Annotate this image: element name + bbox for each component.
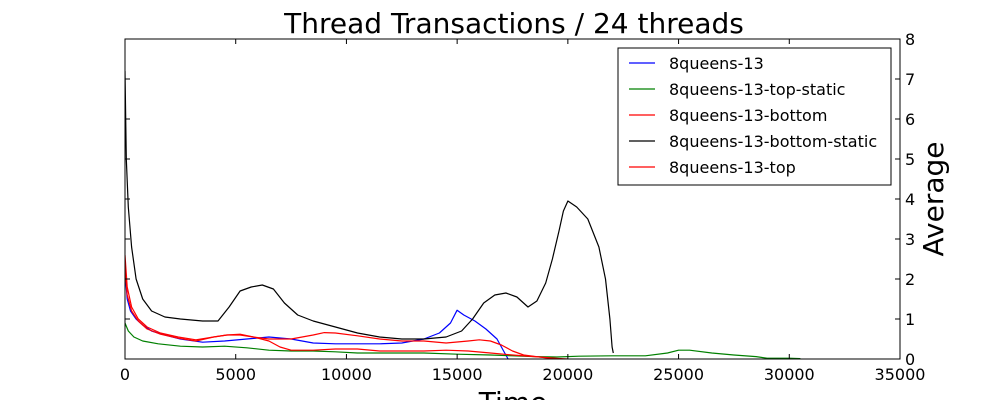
legend-label-0: 8queens-13: [669, 54, 764, 73]
x-tick-label: 0: [120, 365, 130, 384]
series-layer: [125, 70, 801, 359]
x-axis: 0 5000 10000 15000 20000 25000 30000 35000: [120, 39, 926, 384]
legend-label-4: 8queens-13-top: [669, 158, 796, 177]
y-tick-label: 4: [905, 190, 915, 209]
x-tick-label: 20000: [542, 365, 593, 384]
y-tick-label: 6: [905, 110, 915, 129]
y-tick-label: 8: [905, 30, 915, 49]
y-axis-label: Average: [917, 142, 950, 257]
legend-box: [617, 47, 892, 186]
legend-label-3: 8queens-13-bottom-static: [669, 132, 877, 151]
y-axis: 0 1 2 3 4 5 6 7 8: [125, 30, 915, 369]
series-line-0: [125, 270, 509, 359]
y-tick-label: 5: [905, 150, 915, 169]
x-tick-label: 10000: [321, 365, 372, 384]
series-line-2: [125, 254, 562, 359]
y-tick-label: 1: [905, 310, 915, 329]
x-tick-label: 5000: [215, 365, 256, 384]
x-tick-label: 25000: [653, 365, 704, 384]
x-tick-label: 35000: [875, 365, 926, 384]
x-tick-label: 15000: [432, 365, 483, 384]
y-tick-label: 0: [905, 350, 915, 369]
legend-label-1: 8queens-13-top-static: [669, 80, 845, 99]
y-tick-label: 3: [905, 230, 915, 249]
series-line-4: [125, 266, 568, 359]
x-tick-label: 30000: [764, 365, 815, 384]
y-tick-label: 2: [905, 270, 915, 289]
x-axis-label: Time: [478, 386, 548, 400]
y-tick-label: 7: [905, 70, 915, 89]
series-line-3: [125, 70, 614, 354]
legend: 8queens-13 8queens-13-top-static 8queens-1…: [617, 47, 892, 186]
chart-title: Thread Transactions / 24 threads: [283, 7, 744, 40]
legend-label-2: 8queens-13-bottom: [669, 106, 827, 125]
